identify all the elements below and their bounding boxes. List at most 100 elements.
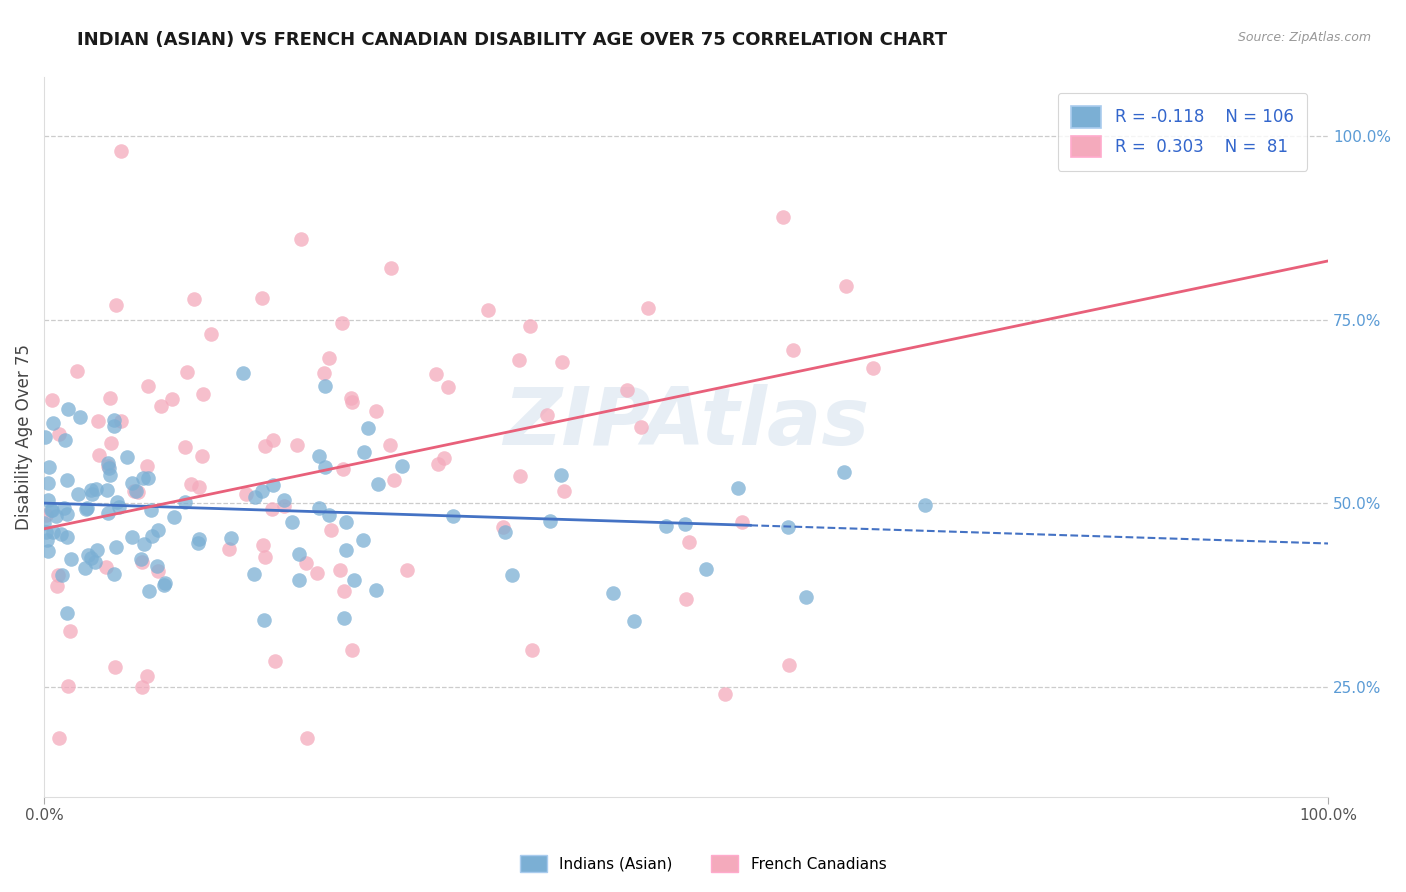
Point xyxy=(305,566,328,581)
Point xyxy=(49,527,72,541)
Point xyxy=(273,492,295,507)
Point xyxy=(94,560,117,574)
Point xyxy=(37,543,59,558)
Point xyxy=(103,419,125,434)
Point xyxy=(290,232,312,246)
Point xyxy=(536,408,558,422)
Point xyxy=(835,279,858,293)
Point xyxy=(602,586,624,600)
Point xyxy=(509,468,531,483)
Point xyxy=(188,479,211,493)
Point xyxy=(520,643,543,657)
Point xyxy=(186,536,208,550)
Point xyxy=(285,438,308,452)
Point xyxy=(367,476,389,491)
Point xyxy=(264,654,287,668)
Point xyxy=(772,210,794,224)
Point xyxy=(152,578,174,592)
Point xyxy=(508,353,530,368)
Point xyxy=(356,421,378,435)
Point xyxy=(56,474,79,488)
Point xyxy=(75,502,97,516)
Point xyxy=(53,433,76,447)
Text: Source: ZipAtlas.com: Source: ZipAtlas.com xyxy=(1237,31,1371,45)
Text: ZIPAtlas: ZIPAtlas xyxy=(503,384,869,462)
Point xyxy=(794,590,817,604)
Point xyxy=(136,471,159,485)
Point xyxy=(252,538,274,552)
Point xyxy=(637,301,659,316)
Point xyxy=(98,391,121,405)
Point xyxy=(145,559,167,574)
Point xyxy=(97,507,120,521)
Point xyxy=(125,484,148,499)
Point xyxy=(200,327,222,342)
Point xyxy=(104,298,127,312)
Point xyxy=(314,460,336,475)
Point xyxy=(494,525,516,540)
Point xyxy=(492,520,515,534)
Point xyxy=(89,448,111,462)
Point xyxy=(441,508,464,523)
Point xyxy=(252,291,274,305)
Point xyxy=(380,261,402,276)
Point xyxy=(678,535,700,549)
Point xyxy=(623,614,645,628)
Point xyxy=(96,483,118,497)
Point xyxy=(104,660,127,674)
Point xyxy=(616,383,638,397)
Point xyxy=(35,533,58,547)
Point xyxy=(519,319,541,334)
Point xyxy=(103,413,125,427)
Point xyxy=(69,409,91,424)
Point xyxy=(86,543,108,558)
Point xyxy=(252,484,274,499)
Point xyxy=(654,519,676,533)
Point xyxy=(163,509,186,524)
Point xyxy=(103,567,125,582)
Point xyxy=(550,468,572,483)
Point xyxy=(191,449,214,463)
Point xyxy=(713,687,735,701)
Point xyxy=(66,364,89,378)
Point xyxy=(378,437,401,451)
Point xyxy=(778,520,800,534)
Point xyxy=(97,461,120,475)
Point xyxy=(76,501,98,516)
Point xyxy=(122,484,145,499)
Point xyxy=(314,379,336,393)
Point xyxy=(48,731,70,745)
Point xyxy=(97,456,120,470)
Point xyxy=(148,523,170,537)
Point xyxy=(136,459,159,474)
Point xyxy=(778,657,800,672)
Point xyxy=(364,404,387,418)
Point xyxy=(73,561,96,575)
Point xyxy=(335,515,357,529)
Point xyxy=(319,523,342,537)
Point xyxy=(41,393,63,408)
Point xyxy=(104,540,127,554)
Point xyxy=(80,483,103,497)
Point xyxy=(34,430,56,444)
Text: INDIAN (ASIAN) VS FRENCH CANADIAN DISABILITY AGE OVER 75 CORRELATION CHART: INDIAN (ASIAN) VS FRENCH CANADIAN DISABI… xyxy=(77,31,948,49)
Point xyxy=(730,515,752,529)
Point xyxy=(59,552,82,566)
Point xyxy=(673,516,696,531)
Point xyxy=(84,482,107,496)
Point xyxy=(219,531,242,545)
Point xyxy=(538,514,561,528)
Point xyxy=(51,568,73,582)
Point xyxy=(330,316,353,330)
Point xyxy=(553,484,575,499)
Point xyxy=(121,530,143,544)
Point xyxy=(141,529,163,543)
Point xyxy=(56,679,79,693)
Point xyxy=(242,567,264,582)
Point xyxy=(501,567,523,582)
Point xyxy=(675,591,697,606)
Point xyxy=(254,439,277,453)
Point xyxy=(108,500,131,514)
Point xyxy=(340,395,363,409)
Point xyxy=(131,555,153,569)
